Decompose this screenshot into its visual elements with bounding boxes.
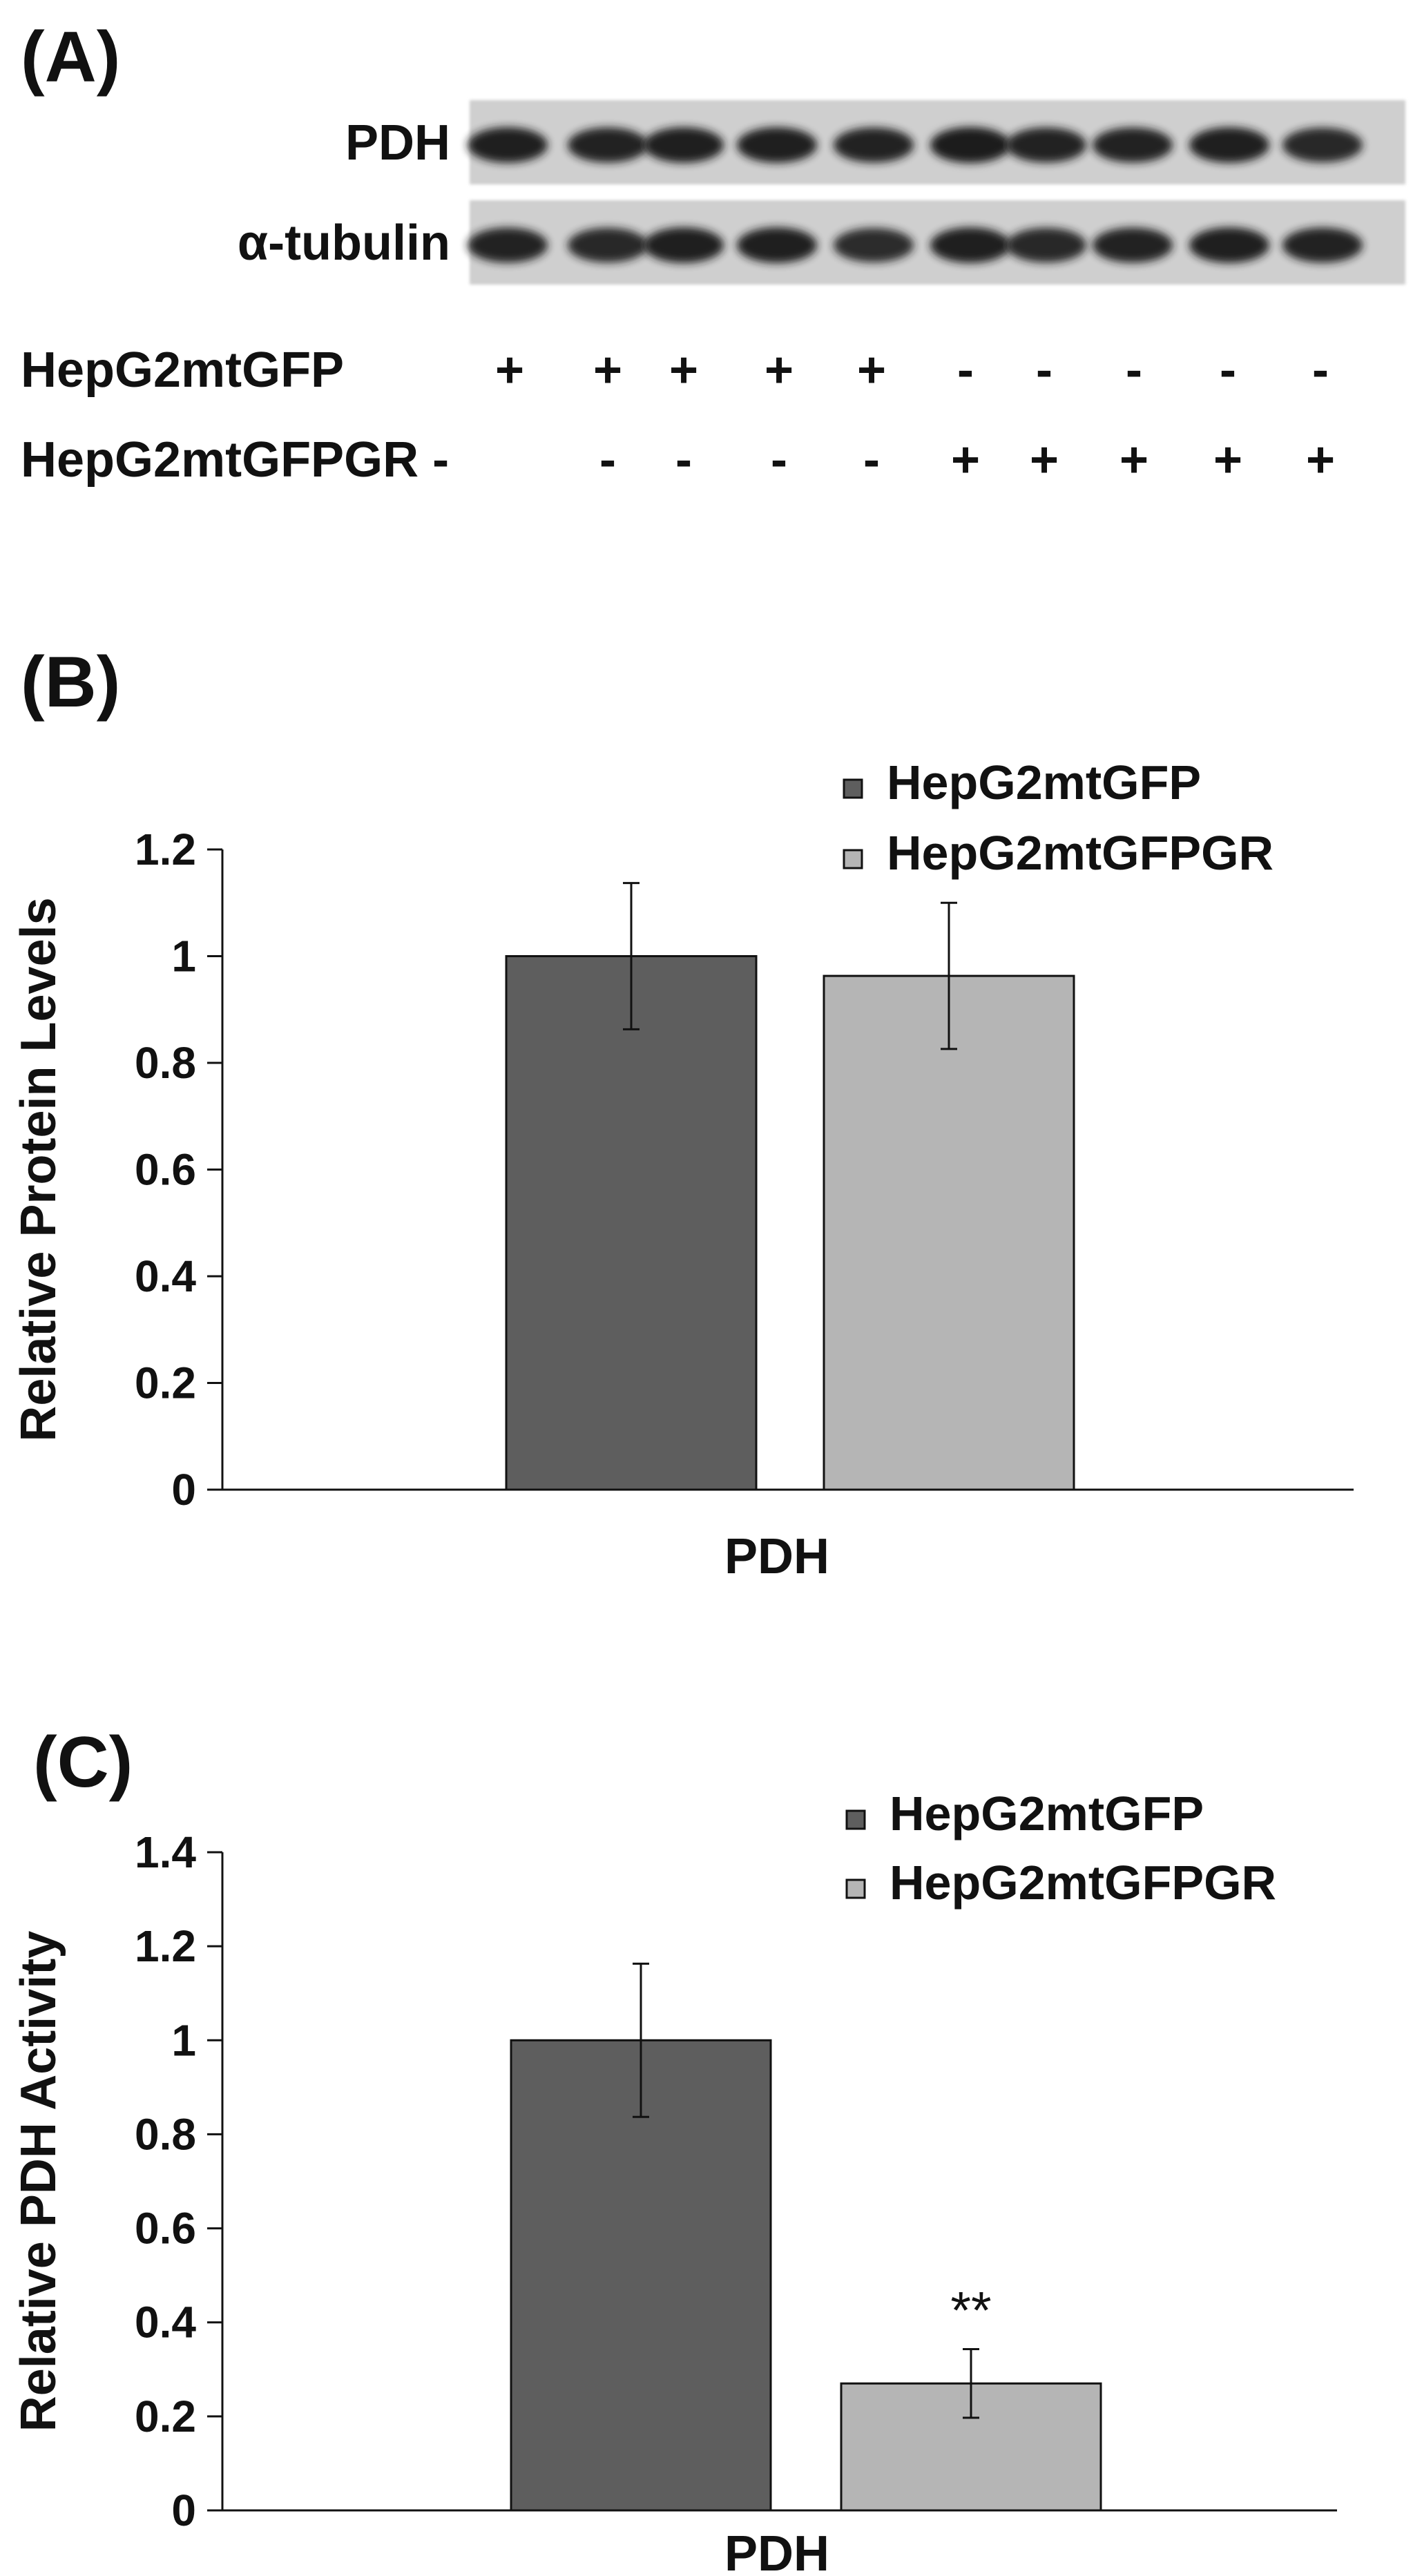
condition-sign: + [765, 343, 794, 398]
y-tick-label: 0.2 [135, 1358, 196, 1408]
y-axis-label: Relative Protein Levels [11, 897, 66, 1441]
blot-band [1093, 227, 1173, 263]
x-category-label: PDH [724, 1529, 829, 1584]
blot-band [1093, 127, 1173, 163]
y-tick-label: 1.2 [135, 1921, 196, 1971]
y-tick-label: 0 [171, 1465, 196, 1515]
y-tick-label: 0.8 [135, 2109, 196, 2159]
condition-sign: + [1306, 432, 1335, 488]
blot-band [1282, 127, 1363, 163]
blot-row: PDH [345, 100, 1405, 184]
blot-band [737, 127, 817, 163]
y-tick-label: 1 [171, 2015, 196, 2065]
legend-swatch [845, 1878, 866, 1899]
blot-band [930, 227, 1010, 263]
blot-band [1189, 127, 1269, 163]
x-category-label: PDH [724, 2526, 829, 2576]
blot-band [1282, 227, 1363, 263]
condition-sign: - [863, 432, 880, 488]
condition-sign: - [1220, 343, 1236, 398]
error-bar [941, 901, 957, 1050]
panel-b-label: (B) [21, 642, 120, 722]
y-tick-label: 0.6 [135, 1145, 196, 1195]
condition-sign: + [495, 343, 524, 398]
bar-hepg2mtgfp [510, 2039, 772, 2512]
y-tick-label: 0.2 [135, 2392, 196, 2441]
panel-b-protein-chart: (B) 0 0.2 0.4 0.6 0.8 1 1.2 Relative Protein Le… [11, 642, 1354, 1584]
blot-band [468, 227, 548, 263]
condition-sign: + [1030, 432, 1059, 488]
legend: HepG2mtGFP HepG2mtGFPGR [845, 1787, 1276, 1910]
legend-item: HepG2mtGFP [845, 1787, 1204, 1840]
condition-sign: - [1036, 343, 1052, 398]
condition-rows: HepG2mtGFP + + + + + - - - - -HepG2mtGFPGR - - - - - + +… [21, 343, 1335, 488]
condition-row: HepG2mtGFP + + + + + - - - - - [21, 343, 1329, 398]
blot-band [930, 127, 1010, 163]
condition-sign: - [771, 432, 787, 488]
condition-label: HepG2mtGFPGR - [21, 432, 449, 488]
blot-band [834, 228, 914, 262]
condition-sign: - [675, 432, 692, 488]
condition-sign: - [957, 343, 974, 398]
blot-band [1006, 227, 1086, 263]
legend-label: HepG2mtGFPGR [890, 1856, 1276, 1910]
legend: HepG2mtGFP HepG2mtGFPGR [843, 756, 1273, 880]
condition-sign: - [1312, 343, 1329, 398]
legend-swatch [845, 1809, 866, 1830]
blot-band [568, 127, 648, 163]
bar-hepg2mtgfp [505, 955, 758, 1491]
y-tick-label: 0.4 [135, 1251, 196, 1301]
blot-band [568, 227, 648, 263]
blot-row-label: α-tubulin [238, 215, 450, 271]
condition-label: HepG2mtGFP [21, 343, 344, 398]
blot-band [1189, 227, 1269, 263]
y-tick-label: 0.8 [135, 1038, 196, 1088]
condition-sign: + [857, 343, 886, 398]
blot-band [644, 127, 724, 163]
bar-hepg2mtgfpgr [823, 974, 1075, 1491]
blot-band [834, 127, 914, 163]
panel-c-activity-chart: (C) 0 0.2 0.4 0.6 0.8 1 1.2 1.4 Relative PDH Act… [11, 1722, 1337, 2576]
legend-item: HepG2mtGFPGR [843, 826, 1273, 880]
legend-label: HepG2mtGFPGR [887, 826, 1273, 880]
condition-sign: + [951, 432, 980, 488]
blot-band [737, 227, 817, 263]
blot-band [644, 227, 724, 263]
significance-annotation: ** [950, 2282, 991, 2340]
y-tick-label: 1.2 [135, 825, 196, 874]
y-tick-label: 1 [171, 932, 196, 981]
protein-levels-chart: 0 0.2 0.4 0.6 0.8 1 1.2 Relative Protein Levels… [11, 756, 1354, 1584]
blot-row: α-tubulin [238, 200, 1405, 285]
y-tick-label: 0.4 [135, 2298, 196, 2347]
error-bar [963, 2348, 979, 2419]
y-tick-label: 1.4 [135, 1827, 196, 1877]
legend-label: HepG2mtGFP [890, 1787, 1204, 1840]
error-bar [633, 1962, 649, 2118]
blot-rows: PDH α-tubulin [238, 100, 1405, 285]
condition-sign: + [669, 343, 698, 398]
condition-row: HepG2mtGFPGR - - - - - + + + + + [21, 432, 1335, 488]
legend-label: HepG2mtGFP [887, 756, 1201, 809]
legend-swatch [843, 849, 863, 869]
error-bar [623, 882, 640, 1030]
y-tick-label: 0.6 [135, 2204, 196, 2253]
legend-swatch [843, 778, 863, 799]
legend-item: HepG2mtGFPGR [845, 1856, 1276, 1910]
pdh-activity-chart: 0 0.2 0.4 0.6 0.8 1 1.2 1.4 Relative PDH Activit… [11, 1787, 1337, 2576]
condition-sign: - [599, 432, 616, 488]
condition-sign: - [1126, 343, 1142, 398]
panel-c-label: (C) [33, 1722, 133, 1803]
y-tick-label: 0 [171, 2486, 196, 2535]
blot-band [1006, 127, 1086, 163]
condition-sign: + [593, 343, 622, 398]
blot-band [468, 127, 548, 163]
blot-row-label: PDH [345, 115, 450, 171]
condition-sign: + [1213, 432, 1242, 488]
condition-sign: + [1119, 432, 1148, 488]
legend-item: HepG2mtGFP [843, 756, 1201, 809]
panel-a-label: (A) [21, 17, 120, 97]
y-axis-label: Relative PDH Activity [11, 1931, 66, 2432]
